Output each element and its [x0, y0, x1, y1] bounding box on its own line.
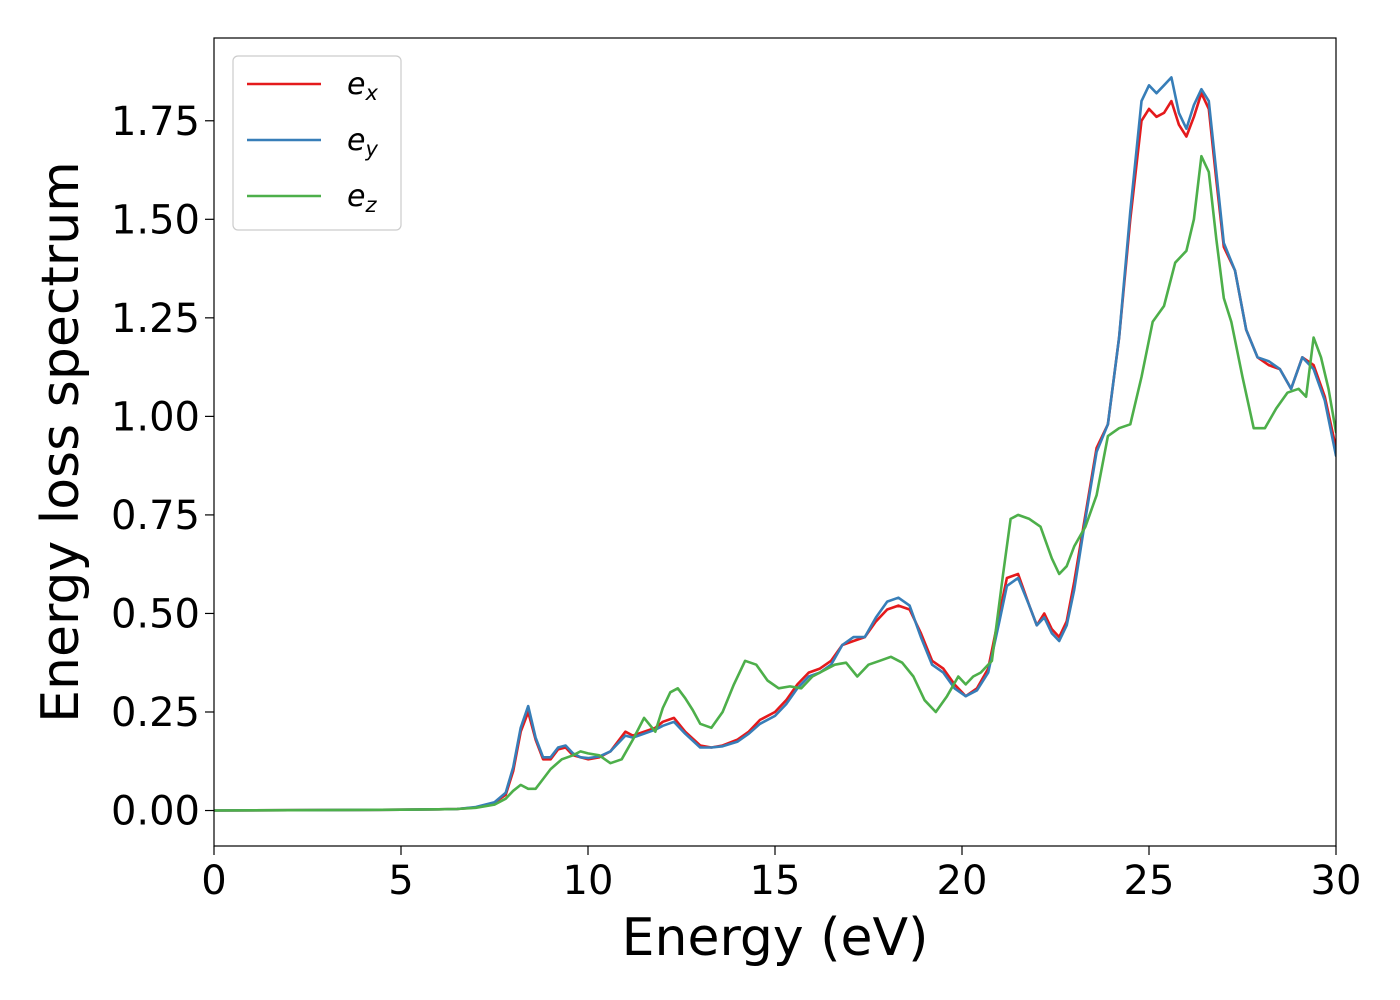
x-tick-label: 25 [1124, 858, 1175, 904]
legend-box [232, 55, 402, 231]
x-axis: 0 5 10 15 20 25 30 [201, 846, 1361, 904]
y-tick-label: 1.50 [111, 197, 200, 243]
y-tick-label: 0.00 [111, 789, 200, 835]
y-axis: 0.00 0.25 0.50 0.75 1.00 1.25 1.50 1.75 [111, 99, 214, 835]
series-line-ex [214, 91, 1336, 812]
legend: ex ey ez [232, 55, 402, 231]
y-axis-title: Energy loss spectrum [31, 161, 91, 723]
x-tick-label: 20 [937, 858, 988, 904]
y-tick-label: 0.25 [111, 690, 200, 736]
y-tick-label: 1.75 [111, 99, 200, 145]
y-tick-label: 0.50 [111, 591, 200, 637]
series-line-ey [214, 76, 1336, 812]
x-tick-label: 30 [1311, 858, 1362, 904]
series-line-ez [214, 154, 1336, 812]
y-tick-label: 0.75 [111, 493, 200, 539]
x-axis-title: Energy (eV) [622, 908, 929, 968]
y-tick-label: 1.25 [111, 296, 200, 342]
legend-label-ey: ey [347, 123, 378, 161]
x-tick-label: 10 [563, 858, 614, 904]
x-tick-label: 5 [388, 858, 413, 904]
legend-label-ez: ez [347, 179, 377, 217]
x-tick-label: 0 [201, 858, 226, 904]
y-tick-label: 1.00 [111, 394, 200, 440]
x-tick-label: 15 [750, 858, 801, 904]
series-layer [214, 76, 1336, 812]
legend-label-ex: ex [347, 67, 378, 105]
